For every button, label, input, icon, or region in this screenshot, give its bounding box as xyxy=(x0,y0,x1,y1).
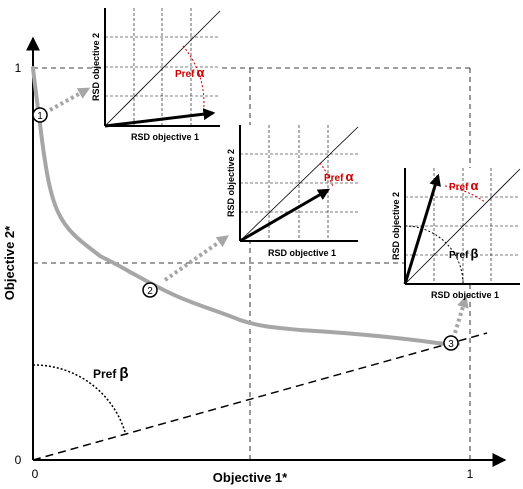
main-axes xyxy=(26,36,507,467)
inset-3-alpha-label: Pref α xyxy=(449,178,478,193)
inset-1-y-label: RSD objective 2 xyxy=(91,33,101,101)
inset-1-alpha-label: Pref α xyxy=(175,65,204,80)
y-axis-label: Objective 2* xyxy=(2,225,17,300)
inset-3-y-label: RSD objective 2 xyxy=(391,192,401,260)
x-tick-0: 0 xyxy=(32,467,39,481)
beta-direction-line xyxy=(32,332,488,461)
marker-1: 1 xyxy=(32,107,48,123)
dotted-arrow-1 xyxy=(49,87,91,112)
y-tick-1: 1 xyxy=(15,61,22,75)
beta-angle-arc xyxy=(32,364,126,433)
inset-2-y-label: RSD objective 2 xyxy=(226,149,236,217)
dotted-arrow-2 xyxy=(163,235,229,282)
dotted-arrow-3 xyxy=(453,295,469,334)
y-tick-0: 0 xyxy=(15,453,22,467)
inset-1-x-label: RSD objective 1 xyxy=(131,132,199,142)
pref-beta-label: Pref β xyxy=(93,365,129,382)
inset-3-x-label: RSD objective 1 xyxy=(431,290,499,300)
inset-1: RSD objective 1 RSD objective 2 Pref α xyxy=(91,8,221,142)
marker-2-label: 2 xyxy=(147,286,153,297)
pareto-frontier-curve xyxy=(31,66,460,347)
inset-3: RSD objective 1 RSD objective 2 Pref α Pr… xyxy=(391,168,521,300)
inset-2-alpha-label: Pref α xyxy=(324,169,353,184)
inset-2: RSD objective 1 RSD objective 2 Pref α xyxy=(226,125,359,258)
marker-1-label: 1 xyxy=(37,111,43,122)
inset-2-x-label: RSD objective 1 xyxy=(268,248,336,258)
marker-3-label: 3 xyxy=(448,339,454,350)
inset-3-beta-label: Pref β xyxy=(449,246,478,261)
x-tick-1: 1 xyxy=(467,467,474,481)
x-axis-label: Objective 1* xyxy=(213,470,288,485)
marker-2: 2 xyxy=(142,282,158,298)
marker-3: 3 xyxy=(443,335,459,351)
